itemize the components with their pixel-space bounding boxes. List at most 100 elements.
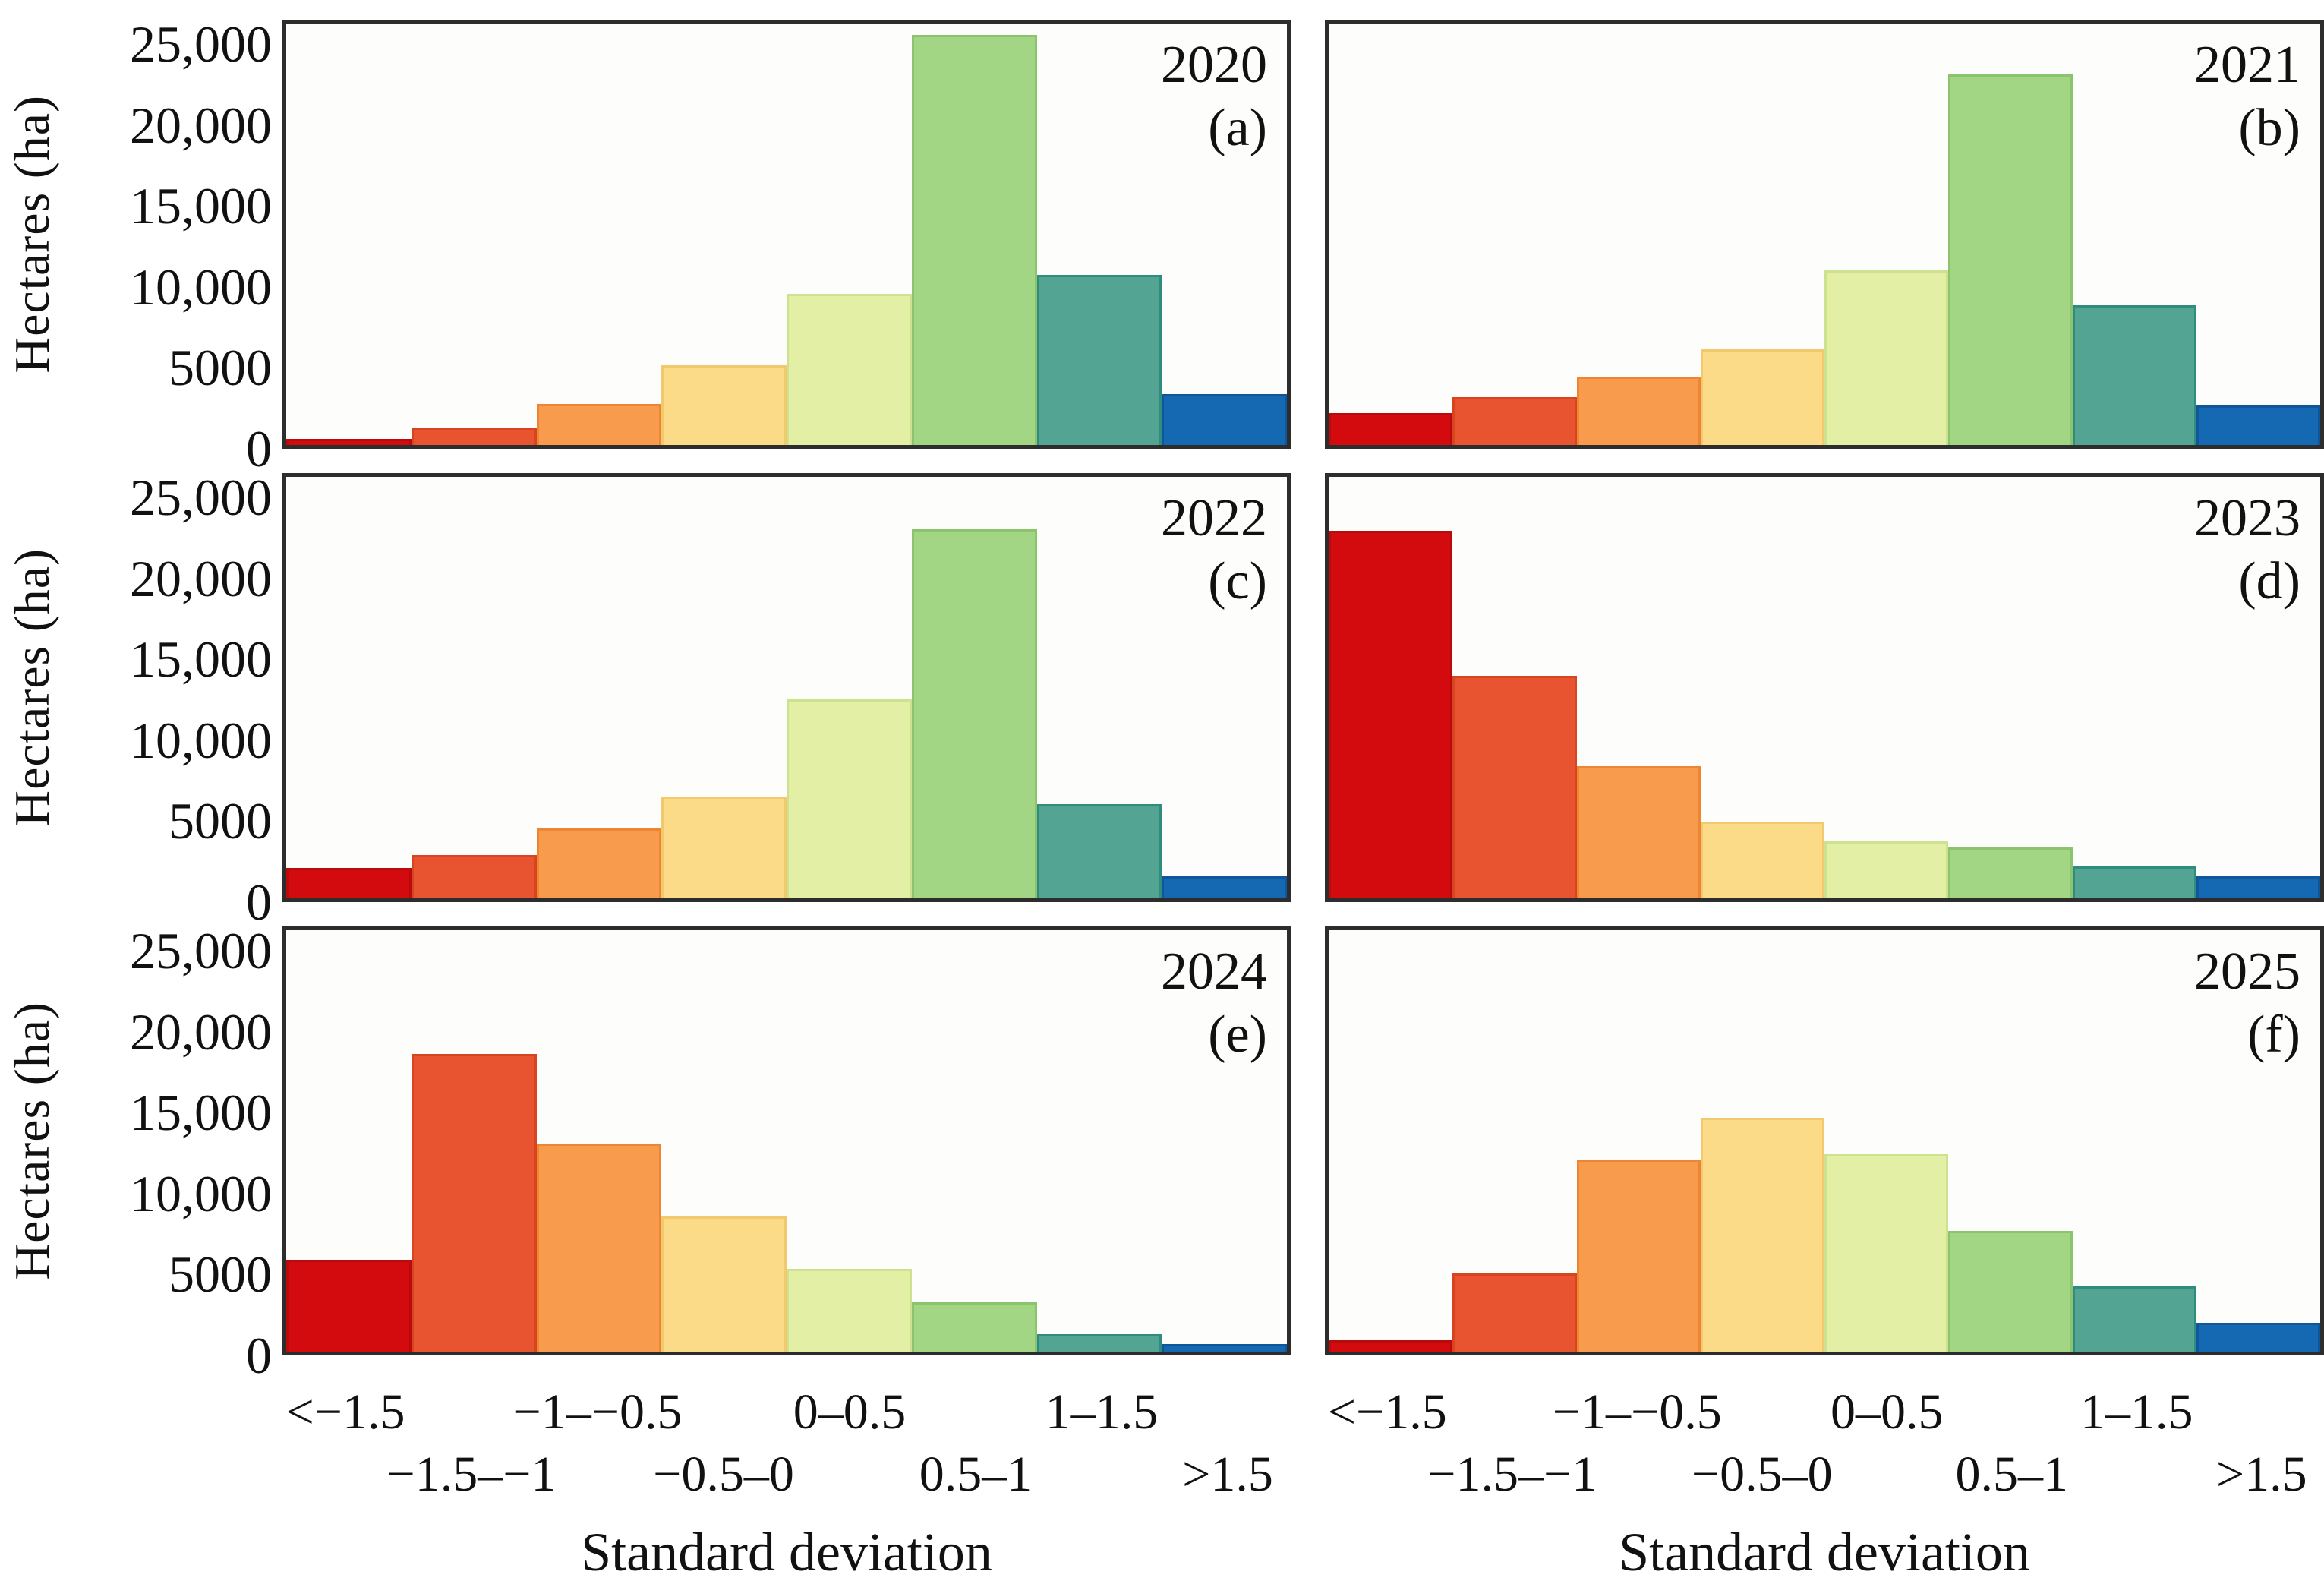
bar-2020-bin-4 xyxy=(661,365,787,445)
y-tick-label: 10,000 xyxy=(130,257,272,316)
x-tick-label-bin-4: −0.5–0 xyxy=(653,1447,794,1502)
bar-2022-bin-6 xyxy=(911,529,1037,898)
bar-2023-bin-8 xyxy=(2196,876,2320,898)
panel-letter: (d) xyxy=(2238,551,2300,611)
panel-tag-2020: 2020 (a) xyxy=(1161,34,1267,159)
year-label: 2022 xyxy=(1161,489,1267,547)
bar-2023-bin-5 xyxy=(1824,841,1949,898)
y-axis-gutter: Hectares (ha) 0 5000 10,000 15,000 20,000 25,… xyxy=(0,468,282,928)
year-label: 2024 xyxy=(1161,942,1267,1001)
bar-2023-bin-4 xyxy=(1700,822,1824,898)
panel-tag-2025: 2025 (f) xyxy=(2194,941,2300,1066)
x-tick-label-bin-5: 0–0.5 xyxy=(793,1384,907,1440)
y-tick-label: 20,000 xyxy=(130,96,272,154)
x-tick-label-bin-8: >1.5 xyxy=(1182,1447,1273,1502)
bar-2020-bin-7 xyxy=(1036,274,1162,445)
y-axis-title: Hectares (ha) xyxy=(5,548,60,827)
bar-2021-bin-3 xyxy=(1576,376,1701,445)
y-axis-title: Hectares (ha) xyxy=(5,95,60,374)
y-axis-gutter: Hectares (ha) 0 5000 10,000 15,000 20,000 25,… xyxy=(0,925,282,1381)
plot-area-2024: 2024 (e) xyxy=(282,926,1291,1355)
x-tick-label-bin-3: −1–−0.5 xyxy=(512,1384,683,1440)
y-tick-label: 25,000 xyxy=(130,468,272,526)
bar-2020-bin-1 xyxy=(286,438,412,445)
y-tick-label: 15,000 xyxy=(130,1084,272,1142)
panel-tag-2021: 2021 (b) xyxy=(2194,34,2300,159)
bar-2024-bin-2 xyxy=(411,1054,537,1352)
subplot-2020: Hectares (ha) 0 5000 10,000 15,000 20,000 25,… xyxy=(0,18,1291,475)
x-tick-label-bin-6: 0.5–1 xyxy=(1955,1447,2069,1502)
panel-row-3: Hectares (ha) 0 5000 10,000 15,000 20,000 25,… xyxy=(0,925,2324,1381)
x-tick-label-bin-1: <−1.5 xyxy=(285,1384,405,1440)
bar-2022-bin-1 xyxy=(286,868,412,898)
x-axis-title-row: Standard deviation Standard deviation xyxy=(0,1521,2324,1582)
bar-2021-bin-1 xyxy=(1329,413,1453,445)
bar-2025-bin-5 xyxy=(1824,1154,1949,1352)
panel-letter: (e) xyxy=(1208,1005,1267,1064)
bar-2024-bin-6 xyxy=(911,1302,1037,1352)
subplot-2024: Hectares (ha) 0 5000 10,000 15,000 20,000 25,… xyxy=(0,925,1291,1381)
bar-2025-bin-8 xyxy=(2196,1323,2320,1352)
x-axis-labels-row: <−1.5 −1.5–−1 −1–−0.5 −0.5–0 0–0.5 0.5–1 1–1.5… xyxy=(0,1380,2324,1521)
x-axis-title: Standard deviation xyxy=(581,1522,992,1582)
y-axis-gutter-empty xyxy=(1291,473,1325,902)
bar-2025-bin-4 xyxy=(1700,1118,1824,1352)
plot-area-2023: 2023 (d) xyxy=(1325,473,2324,902)
plot-area-2025: 2025 (f) xyxy=(1325,926,2324,1355)
x-tick-label-bin-7: 1–1.5 xyxy=(2080,1384,2193,1440)
bar-2025-bin-7 xyxy=(2072,1286,2196,1352)
panel-tag-2022: 2022 (c) xyxy=(1161,488,1267,613)
bar-2023-bin-6 xyxy=(1948,847,2073,898)
bar-2021-bin-5 xyxy=(1824,270,1949,445)
year-label: 2021 xyxy=(2194,36,2300,94)
panel-letter: (c) xyxy=(1208,551,1267,611)
bar-2021-bin-8 xyxy=(2196,405,2320,445)
panel-letter: (f) xyxy=(2247,1005,2300,1064)
year-label: 2020 xyxy=(1161,36,1267,94)
x-tick-label-bin-5: 0–0.5 xyxy=(1831,1384,1944,1440)
panel-row-2: Hectares (ha) 0 5000 10,000 15,000 20,000 25,… xyxy=(0,468,2324,928)
x-tick-label-bin-8: >1.5 xyxy=(2215,1447,2307,1502)
bar-2025-bin-2 xyxy=(1452,1273,1577,1352)
bar-2022-bin-3 xyxy=(536,828,662,898)
y-tick-label: 20,000 xyxy=(130,1002,272,1061)
y-tick-label: 15,000 xyxy=(130,177,272,235)
bar-2022-bin-2 xyxy=(411,855,537,898)
bar-2023-bin-1 xyxy=(1329,531,1453,898)
panel-letter: (a) xyxy=(1208,98,1267,157)
subplot-2021: 2021 (b) xyxy=(1291,20,2324,449)
y-tick-label: 5000 xyxy=(169,792,272,850)
panel-row-1: Hectares (ha) 0 5000 10,000 15,000 20,000 25,… xyxy=(0,18,2324,475)
bar-2022-bin-5 xyxy=(787,699,912,898)
plot-area-2020: 2020 (a) xyxy=(282,20,1291,449)
bar-2024-bin-4 xyxy=(661,1216,787,1352)
bar-2021-bin-2 xyxy=(1452,397,1577,445)
y-axis-gutter-empty xyxy=(1291,20,1325,449)
bar-2022-bin-4 xyxy=(661,796,787,898)
subplot-2025: 2025 (f) xyxy=(1291,926,2324,1355)
bar-2021-bin-4 xyxy=(1700,349,1824,445)
plot-area-2021: 2021 (b) xyxy=(1325,20,2324,449)
bar-2024-bin-1 xyxy=(286,1259,412,1352)
x-axis-title: Standard deviation xyxy=(1619,1522,2030,1582)
y-tick-label: 5000 xyxy=(169,1245,272,1304)
y-tick-label: 0 xyxy=(246,420,272,478)
bar-2024-bin-5 xyxy=(787,1269,912,1352)
x-tick-label-bin-1: <−1.5 xyxy=(1327,1384,1447,1440)
bar-2023-bin-3 xyxy=(1576,766,1701,898)
subplot-2023: 2023 (d) xyxy=(1291,473,2324,902)
subplot-2022: Hectares (ha) 0 5000 10,000 15,000 20,000 25,… xyxy=(0,468,1291,928)
bar-2023-bin-7 xyxy=(2072,866,2196,898)
bar-2024-bin-3 xyxy=(536,1143,662,1352)
y-tick-labels: 0 5000 10,000 15,000 20,000 25,000 xyxy=(65,468,282,928)
year-label: 2023 xyxy=(2194,489,2300,547)
y-tick-labels: 0 5000 10,000 15,000 20,000 25,000 xyxy=(65,18,282,475)
year-label: 2025 xyxy=(2194,942,2300,1001)
bar-2024-bin-7 xyxy=(1036,1333,1162,1352)
panel-tag-2023: 2023 (d) xyxy=(2194,488,2300,613)
bar-2025-bin-6 xyxy=(1948,1230,2073,1352)
x-tick-label-bin-6: 0.5–1 xyxy=(919,1447,1033,1502)
bar-2022-bin-8 xyxy=(1162,876,1287,898)
x-tick-label-bin-4: −0.5–0 xyxy=(1691,1447,1833,1502)
bar-2020-bin-5 xyxy=(787,294,912,445)
